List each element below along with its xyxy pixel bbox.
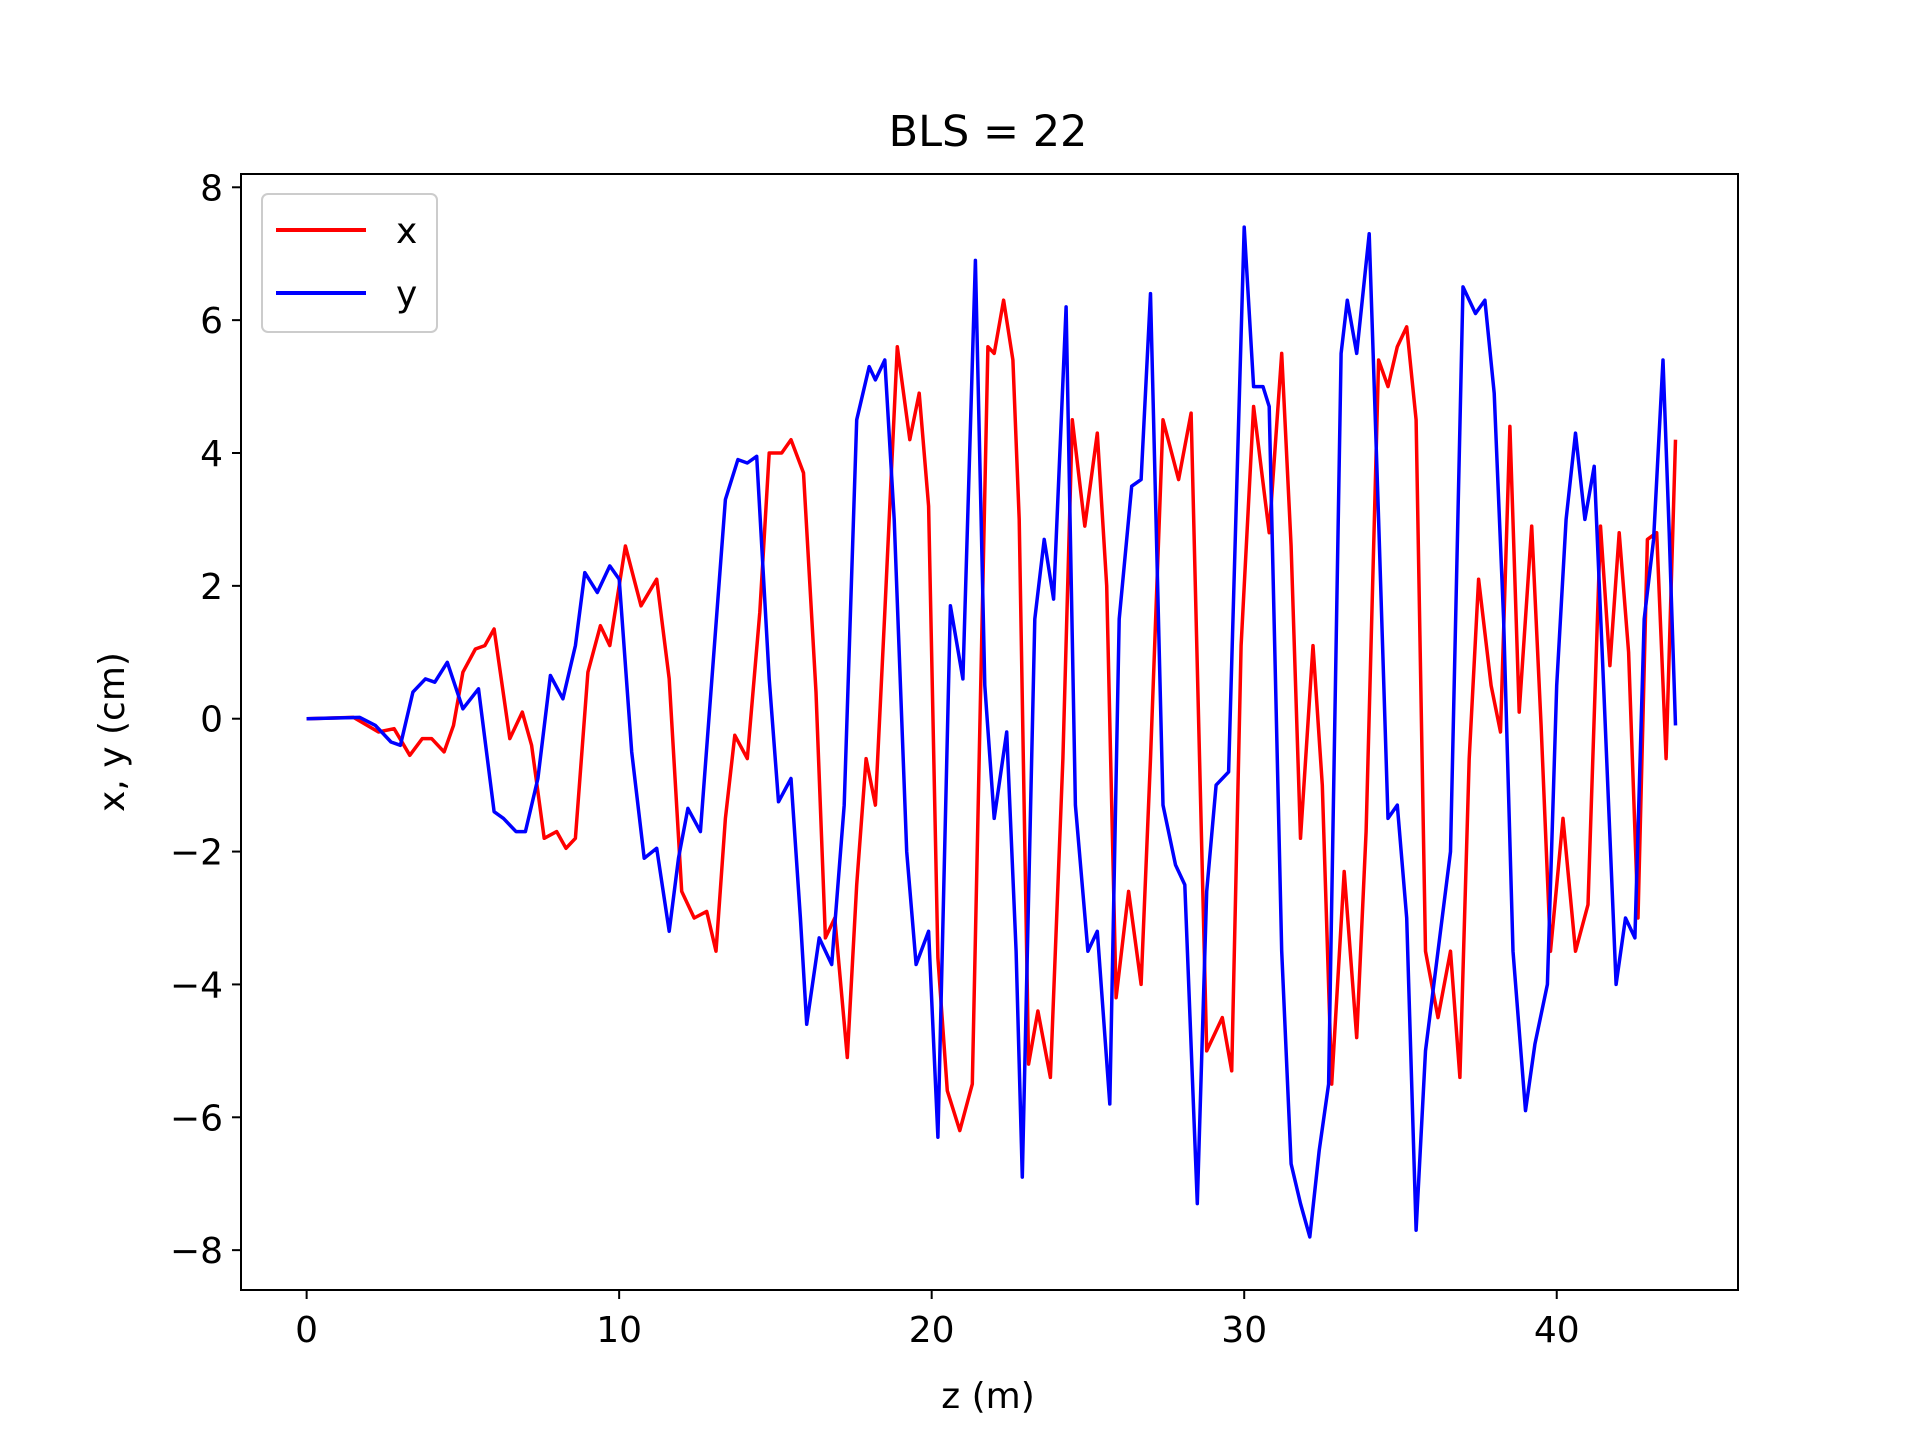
x-axis-label: z (m) [941, 1376, 1035, 1417]
y-axis-label: x, y (cm) [92, 652, 133, 812]
y-tick-label: 6 [200, 301, 223, 342]
x-tick-label: 30 [1221, 1310, 1267, 1351]
x-tick-label: 0 [295, 1310, 318, 1351]
plot-frame [240, 173, 1739, 1291]
series-line-x [306, 298, 1678, 1133]
y-tick-label: 0 [200, 700, 223, 741]
series-layer [306, 225, 1678, 1239]
plot-area [240, 173, 1739, 1291]
legend-label-x: x [396, 211, 417, 252]
x-tick-label: 20 [909, 1310, 955, 1351]
y-tick-label: −8 [170, 1231, 223, 1272]
y-axis: −8 −6 −4 −2 0 2 4 6 8 [170, 168, 241, 1272]
chart-title: BLS = 22 [889, 107, 1088, 157]
legend: x y [261, 193, 438, 333]
y-tick-label: −4 [170, 965, 223, 1006]
y-tick-label: 2 [200, 567, 223, 608]
x-tick-label: 40 [1534, 1310, 1580, 1351]
y-tick-label: 8 [200, 168, 223, 209]
x-tick-label: 10 [596, 1310, 642, 1351]
y-tick-label: 4 [200, 434, 223, 475]
legend-label-y: y [396, 274, 417, 315]
y-tick-label: −6 [170, 1098, 223, 1139]
y-tick-label: −2 [170, 833, 223, 874]
x-axis: 0 10 20 30 40 [295, 1290, 1580, 1351]
series-line-y [306, 225, 1678, 1239]
